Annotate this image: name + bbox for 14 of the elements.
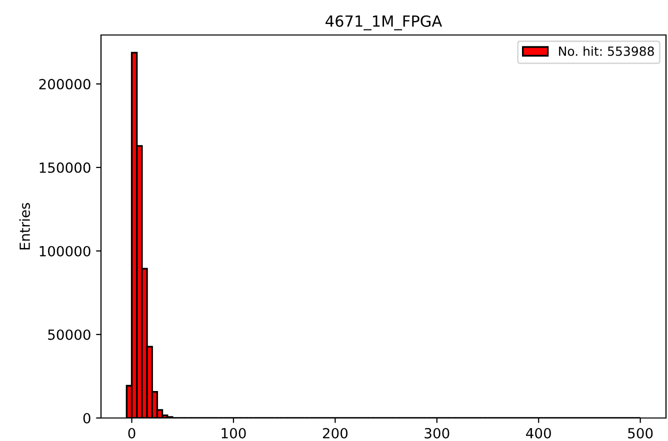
y-axis-title: Entries bbox=[19, 202, 30, 250]
y-tick-label: 0 bbox=[83, 412, 90, 424]
x-tick-label: 500 bbox=[628, 428, 653, 438]
y-tick-label: 150000 bbox=[40, 162, 90, 173]
y-tick-label: 200000 bbox=[39, 78, 90, 90]
legend-label: No. hit: 553988 bbox=[559, 46, 654, 56]
chart-title: 4671_1M_FPGA bbox=[326, 15, 442, 30]
x-tick-label: 200 bbox=[322, 428, 348, 438]
x-tick-label: 0 bbox=[128, 428, 136, 438]
x-tick-label: 100 bbox=[222, 428, 246, 438]
x-tick-label: 300 bbox=[424, 428, 450, 438]
x-tick-label: 400 bbox=[526, 428, 551, 438]
y-tick-label: 100000 bbox=[40, 246, 90, 256]
y-tick-label: 50000 bbox=[48, 329, 90, 340]
